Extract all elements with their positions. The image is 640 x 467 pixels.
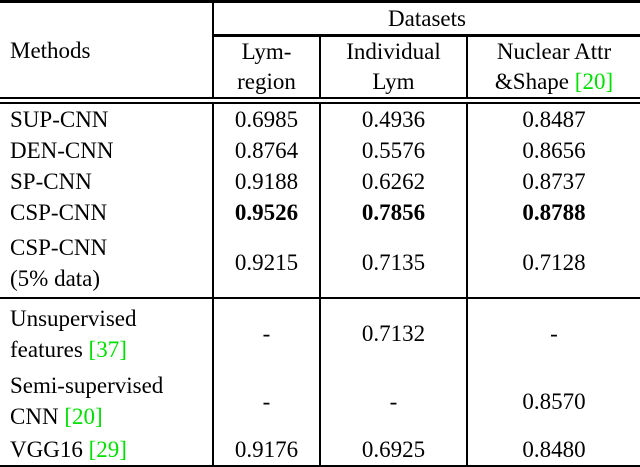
value-cell: 0.9176 xyxy=(213,434,321,467)
column-header-nuclear-attr-shape: Nuclear Attr &Shape [20] xyxy=(467,35,640,104)
column-header-line: Nuclear Attr xyxy=(496,39,612,64)
value-cell: 0.5576 xyxy=(320,135,468,166)
value-cell: 0.8656 xyxy=(522,138,586,163)
method-cell: CSP-CNN xyxy=(0,197,214,228)
value-cell: 0.6925 xyxy=(320,434,468,467)
column-header-line: region xyxy=(237,69,296,94)
citation-link[interactable]: [37] xyxy=(88,336,127,362)
method-cell: SUP-CNN xyxy=(0,100,214,135)
method-line: CSP-CNN xyxy=(10,234,108,260)
table-row: SP-CNN 0.9188 0.6262 0.8737 xyxy=(0,166,640,197)
method-cell: SP-CNN xyxy=(0,166,214,197)
column-header-line: Lym- xyxy=(241,39,292,64)
value-cell: 0.7135 xyxy=(320,228,468,298)
value-cell: 0.8737 xyxy=(522,169,586,194)
method-cell: VGG16 [29] xyxy=(0,434,214,467)
column-header-individual-lym: Individual Lym xyxy=(320,35,468,104)
value-cell: - xyxy=(213,297,321,368)
value-cell: - xyxy=(320,368,468,434)
value-cell: 0.4936 xyxy=(320,100,468,135)
table-row: CSP-CNN (5% data) 0.9215 0.7135 0.7128 xyxy=(0,228,640,298)
value-cell: - xyxy=(213,368,321,434)
table-row: CSP-CNN 0.9526 0.7856 0.8788 xyxy=(0,197,640,228)
value-cell: 0.8764 xyxy=(213,135,321,166)
method-line: CNN xyxy=(10,404,59,429)
method-cell: Unsupervised features [37] xyxy=(0,297,214,368)
value-cell: 0.9526 xyxy=(213,197,321,228)
method-cell: Semi-supervised CNN [20] xyxy=(0,368,214,434)
value-cell: - xyxy=(467,297,640,368)
value-cell: 0.7128 xyxy=(522,250,586,275)
column-header-line: Individual xyxy=(346,39,441,64)
method-cell: CSP-CNN (5% data) xyxy=(0,228,214,298)
value-cell: 0.6985 xyxy=(213,100,321,135)
table-row: SUP-CNN 0.6985 0.4936 0.8487 xyxy=(0,100,640,135)
value-cell: 0.9215 xyxy=(213,228,321,298)
table-row: DEN-CNN 0.8764 0.5576 0.8656 xyxy=(0,135,640,166)
citation-link[interactable]: [29] xyxy=(88,437,127,462)
value-cell: 0.7856 xyxy=(320,197,468,228)
column-header-lym-region: Lym-region xyxy=(213,35,321,104)
method-line: Semi-supervised xyxy=(10,373,164,398)
citation-link[interactable]: [20] xyxy=(574,69,614,94)
column-header-line: &Shape xyxy=(494,69,570,94)
method-cell: DEN-CNN xyxy=(0,135,214,166)
table-row: Semi-supervised CNN [20] - - 0.8570 xyxy=(0,368,640,434)
value-cell: 0.9188 xyxy=(213,166,321,197)
citation-link[interactable]: [20] xyxy=(64,404,103,429)
header-row-columns: Lym-region Individual Lym Nuclear Attr &Sh… xyxy=(0,35,640,104)
value-cell: 0.8487 xyxy=(522,107,586,132)
method-line: Unsupervised xyxy=(10,305,137,331)
value-cell: 0.8788 xyxy=(522,200,586,225)
methods-column-header: Methods xyxy=(0,1,214,104)
header-row-datasets: Methods Datasets xyxy=(0,1,640,104)
method-line: features xyxy=(10,336,83,362)
value-cell: 0.6262 xyxy=(320,166,468,197)
datasets-spanner-header: Datasets xyxy=(213,1,640,37)
value-cell: 0.8480 xyxy=(522,437,586,462)
value-cell: 0.8570 xyxy=(522,388,586,414)
table-row: VGG16 [29] 0.9176 0.6925 0.8480 xyxy=(0,434,640,467)
method-line: (5% data) xyxy=(10,265,101,291)
column-header-line: Lym xyxy=(372,69,415,94)
method-line: VGG16 xyxy=(10,437,83,462)
value-cell: 0.7132 xyxy=(320,297,468,368)
table-row: Unsupervised features [37] - 0.7132 - xyxy=(0,297,640,368)
